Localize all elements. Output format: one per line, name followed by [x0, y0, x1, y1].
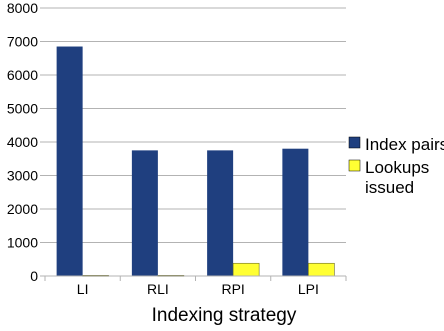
legend: Index pairs Lookups issued [348, 135, 444, 197]
y-tick-label: 6000 [7, 67, 38, 83]
x-tick-label: RPI [221, 281, 244, 297]
legend-swatch [348, 136, 361, 149]
y-tick-label: 4000 [7, 134, 38, 150]
x-tick-label: LI [77, 281, 89, 297]
y-tick-label: 8000 [7, 0, 38, 16]
y-tick-label: 2000 [7, 201, 38, 217]
bar-index-pairs-rpi [207, 150, 234, 276]
y-tick-label: 0 [30, 268, 38, 284]
legend-label: Lookups issued [365, 158, 429, 197]
bar-lookups-issued-lpi [308, 262, 335, 277]
bar-index-pairs-rli [131, 150, 158, 276]
x-tick-label: LPI [298, 281, 319, 297]
x-tick-label: RLI [147, 281, 169, 297]
bar-lookups-issued-rpi [232, 262, 260, 277]
legend-swatch [348, 159, 361, 172]
y-tick-label: 1000 [7, 235, 38, 251]
y-axis-ticks: 0 1000 2000 3000 4000 5000 6000 7000 8000 [7, 0, 45, 284]
y-tick-label: 3000 [7, 168, 38, 184]
y-tick-label: 5000 [7, 101, 38, 117]
y-tick-label: 7000 [7, 34, 38, 50]
x-axis-ticks: LI RLI RPI LPI [44, 276, 347, 297]
bar-index-pairs-lpi [282, 148, 309, 276]
x-axis-title: Indexing strategy [152, 305, 297, 326]
legend-label: Index pairs [365, 135, 444, 154]
bar-index-pairs-li [56, 46, 83, 277]
bars [56, 46, 335, 277]
